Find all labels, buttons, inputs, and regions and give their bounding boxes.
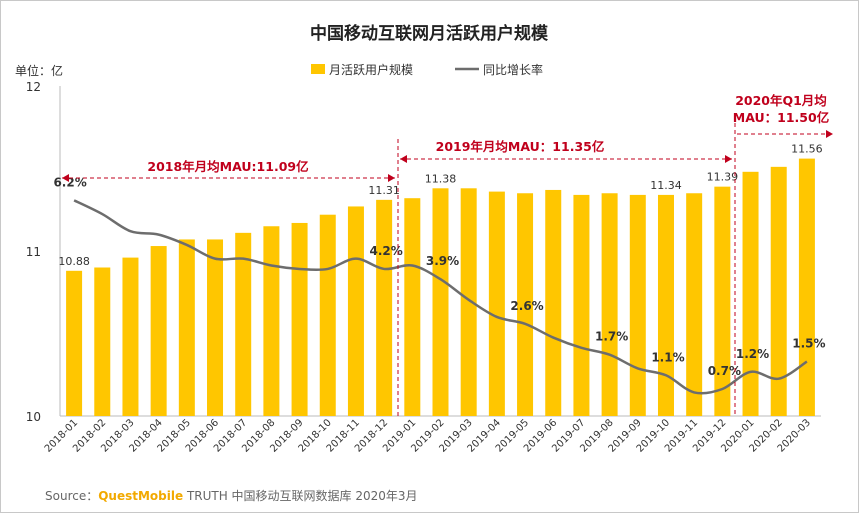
line-value-label: 1.5%: [792, 337, 825, 351]
bar-value-label: 11.38: [425, 172, 457, 185]
line-value-label: 6.2%: [53, 175, 86, 189]
bar: [94, 267, 111, 416]
growth-rate-line: [73, 199, 808, 395]
legend-bar-swatch: [311, 64, 325, 74]
bar: [207, 239, 224, 416]
chart-title: 中国移动互联网月活跃用户规模: [310, 23, 549, 44]
legend-line-label: 同比增长率: [483, 62, 543, 77]
bar-value-label: 11.39: [707, 171, 739, 184]
line-value-label: 3.9%: [426, 254, 459, 268]
annotation-2019-label: 2019年月均MAU：11.35亿: [436, 139, 605, 154]
bar-value-label: 11.31: [368, 184, 400, 197]
bar: [263, 226, 280, 416]
bar: [629, 194, 646, 416]
bar: [714, 186, 731, 416]
bar-value-label: 11.34: [650, 179, 682, 192]
annotation-2019-arrow-right: [725, 155, 732, 163]
line-value-label: 1.7%: [595, 330, 628, 344]
bar: [545, 189, 562, 416]
y-tick-label: 12: [26, 80, 41, 94]
bar: [347, 206, 364, 416]
bar: [66, 270, 83, 416]
bar: [376, 199, 393, 416]
source-brand: QuestMobile: [98, 489, 184, 503]
bar-value-label: 10.88: [58, 255, 90, 268]
bar: [122, 257, 139, 416]
bar: [460, 188, 477, 416]
bar: [770, 166, 787, 416]
bar: [291, 222, 308, 416]
bar: [150, 246, 167, 416]
line-value-label: 1.1%: [651, 350, 684, 364]
source-rest: TRUTH 中国移动互联网数据库 2020年3月: [183, 489, 418, 503]
bar: [686, 193, 703, 416]
bar: [178, 239, 195, 416]
annotation-2020-label-line1: 2020年Q1月均: [735, 93, 827, 108]
bar: [573, 194, 590, 416]
source-prefix: Source：: [45, 489, 99, 503]
bar: [517, 193, 534, 416]
line-value-label: 2.6%: [510, 299, 543, 313]
bar: [488, 191, 505, 416]
y-tick-label: 11: [26, 245, 41, 259]
annotation-2020-label-line2: MAU：11.50亿: [733, 110, 829, 125]
y-tick-label: 10: [26, 410, 41, 424]
bar: [404, 198, 421, 416]
bar: [319, 214, 336, 416]
annotation-2018-label: 2018年月均MAU:11.09亿: [147, 159, 308, 174]
bar: [601, 193, 618, 416]
bar-value-label: 11.56: [791, 143, 823, 156]
bar: [432, 188, 449, 416]
bar: [235, 232, 252, 416]
bar: [742, 171, 759, 416]
annotation-2018-arrow-right: [388, 174, 395, 182]
source-note: Source：QuestMobile TRUTH 中国移动互联网数据库 2020…: [45, 487, 418, 504]
line-value-label: 1.2%: [736, 347, 769, 361]
line-value-label: 0.7%: [708, 364, 741, 378]
y-unit-label: 单位：亿: [15, 63, 63, 78]
bar: [798, 158, 815, 416]
annotation-2019-arrow-left: [400, 155, 407, 163]
line-value-label: 4.2%: [369, 244, 402, 258]
legend-bar-label: 月活跃用户规模: [329, 62, 413, 77]
annotation-2020-arrow-right: [826, 130, 833, 138]
annotation-2018-arrow-left: [62, 174, 69, 182]
bar: [657, 194, 674, 416]
